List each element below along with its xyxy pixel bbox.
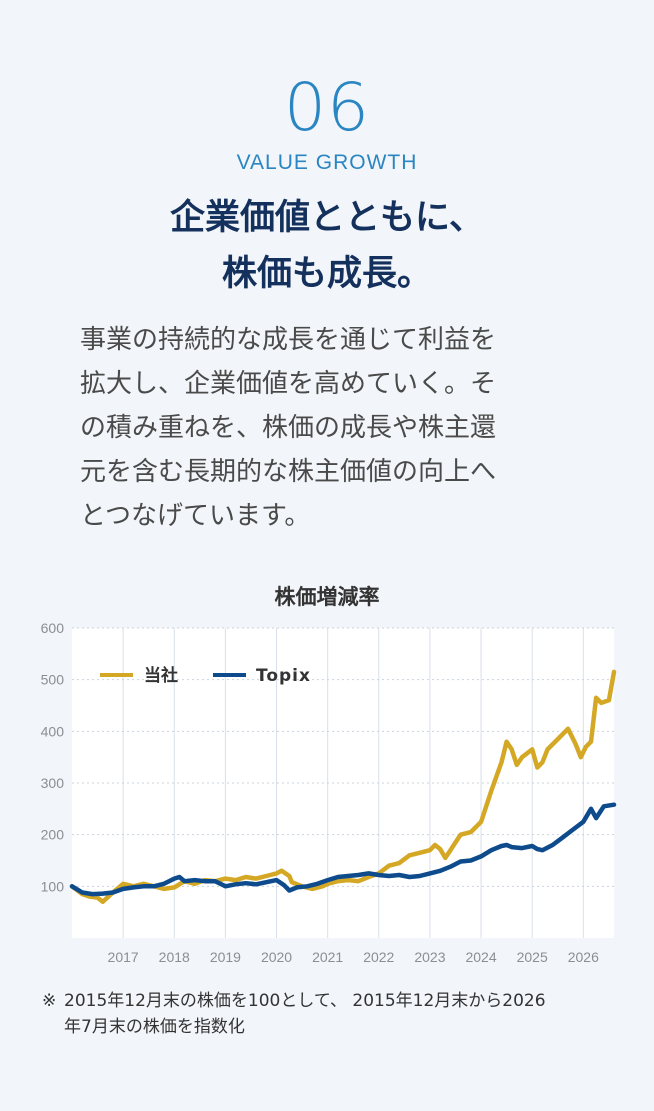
x-tick-label: 2025 [517,949,548,965]
section-eyebrow: VALUE GROWTH [236,151,418,174]
x-tick-label: 2020 [261,949,292,965]
body-line: 拡大し、企業価値を高めていく。そ [80,369,497,399]
y-tick-label: 100 [41,878,65,894]
y-tick-label: 200 [41,827,65,843]
y-tick-label: 300 [41,775,65,791]
body-line: の積み重ねを、株価の成長や株主還 [80,413,497,443]
x-tick-label: 2024 [465,949,496,965]
x-tick-label: 2023 [414,949,445,965]
footnote: ※ 2015年12月末の株価を100として、 2015年12月末から2026 年… [42,988,622,1040]
footnote-line: 年7月末の株価を指数化 [64,1017,245,1037]
topix-line [69,802,617,897]
y-tick-label: 600 [41,620,65,636]
headline-line: 株価も成長。 [221,254,432,294]
x-tick-label: 2017 [108,949,139,965]
body-line: 事業の持続的な成長を通じて利益を [80,325,497,355]
body-line: とつなげています。 [80,501,311,531]
legend-label-company: 当社 [144,665,178,686]
body-line: 元を含む長期的な株主価値の向上へ [80,457,497,487]
chart-legend: 当社 Topix [100,665,311,686]
footnote-mark: ※ [42,991,57,1011]
section-number: 06 [284,69,370,146]
y-tick-label: 500 [41,672,65,688]
x-tick-label: 2018 [159,949,190,965]
y-tick-label: 400 [41,723,65,739]
x-tick-label: 2021 [312,949,343,965]
page-title: 企業価値とともに、 株価も成長。 [0,190,654,302]
chart-title: 株価増減率 [274,585,380,609]
footnote-line: 2015年12月末の株価を100として、 2015年12月末から2026 [64,991,546,1011]
x-tick-label: 2022 [363,949,394,965]
x-tick-label: 2026 [568,949,599,965]
headline-line: 企業価値とともに、 [170,198,484,238]
body-text: 事業の持続的な成長を通じて利益を 拡大し、企業価値を高めていく。そ の積み重ねを… [80,318,580,538]
stock-chart: 100 200 300 400 500 600 2017 2018 2019 2020 2021 2… [41,620,617,965]
x-tick-label: 2019 [210,949,241,965]
legend-label-topix: Topix [256,666,311,686]
